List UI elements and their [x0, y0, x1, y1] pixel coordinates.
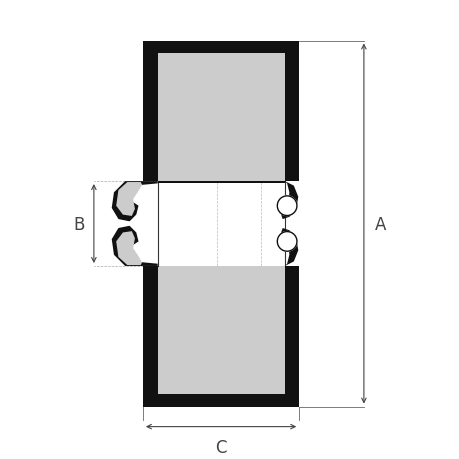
Polygon shape: [112, 226, 157, 266]
Circle shape: [277, 232, 297, 252]
Polygon shape: [157, 266, 284, 394]
Polygon shape: [143, 41, 298, 182]
Text: C: C: [215, 438, 226, 456]
Polygon shape: [112, 182, 157, 222]
Circle shape: [277, 196, 297, 216]
Polygon shape: [116, 232, 142, 265]
Polygon shape: [143, 266, 298, 407]
Polygon shape: [280, 182, 297, 219]
Text: A: A: [374, 215, 386, 233]
Polygon shape: [280, 229, 297, 266]
Polygon shape: [116, 183, 142, 217]
Polygon shape: [157, 182, 284, 184]
Polygon shape: [157, 54, 284, 182]
Text: B: B: [73, 215, 85, 233]
